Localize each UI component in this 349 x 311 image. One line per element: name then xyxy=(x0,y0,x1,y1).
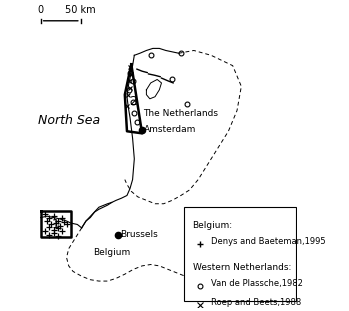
Text: Roep and Beets,1988: Roep and Beets,1988 xyxy=(211,298,301,307)
Text: Denys and Baeteman,1995: Denys and Baeteman,1995 xyxy=(211,237,325,246)
Text: Van de Plassche,1982: Van de Plassche,1982 xyxy=(211,279,303,288)
Text: Belgium: Belgium xyxy=(93,248,131,257)
Text: 0: 0 xyxy=(38,5,44,15)
Text: 2: 2 xyxy=(129,95,138,108)
Text: Brussels: Brussels xyxy=(120,230,158,239)
FancyBboxPatch shape xyxy=(184,207,296,301)
Text: 50 km: 50 km xyxy=(66,5,96,15)
Text: 1: 1 xyxy=(52,218,60,231)
Text: Belgium:: Belgium: xyxy=(193,221,233,230)
Text: North Sea: North Sea xyxy=(38,114,100,128)
Text: Western Netherlands:: Western Netherlands: xyxy=(193,263,291,272)
Text: The Netherlands: The Netherlands xyxy=(143,109,218,118)
Text: Amsterdam: Amsterdam xyxy=(144,125,196,134)
